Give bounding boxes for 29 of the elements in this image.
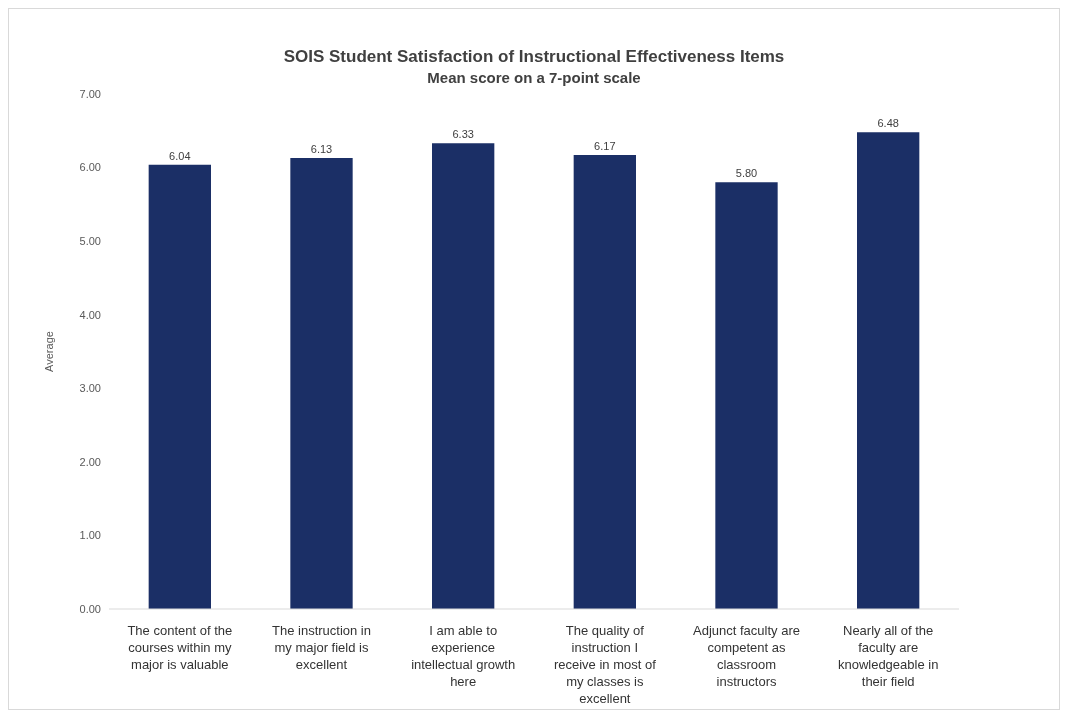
- data-label: 6.48: [877, 117, 899, 130]
- y-tick-label: 4.00: [79, 308, 101, 321]
- y-tick-label: 6.00: [79, 161, 101, 174]
- y-tick-label: 1.00: [79, 529, 101, 542]
- chart-subtitle: Mean score on a 7-point scale: [426, 69, 642, 86]
- y-tick-label: 3.00: [79, 382, 101, 395]
- data-label: 5.80: [735, 167, 758, 180]
- x-tick-label: Nearly all of the faculty are knowledgeable in their field: [837, 623, 939, 689]
- bar: [432, 143, 495, 609]
- bar: [857, 132, 920, 609]
- data-label: 6.04: [169, 149, 191, 162]
- y-tick-label: 2.00: [79, 455, 101, 468]
- bar: [573, 155, 636, 609]
- x-tick-label: Adjunct faculty are competent as classroom instructors: [693, 623, 800, 689]
- x-tick-label: I am able to experience intellectual growth here: [411, 623, 516, 689]
- bar: [715, 182, 778, 609]
- y-tick-label: 0.00: [79, 602, 101, 615]
- data-label: 6.13: [310, 143, 333, 156]
- bar: [148, 164, 211, 609]
- chart-title: SOIS Student Satisfaction of Instructional Effectiveness Items: [282, 47, 786, 67]
- x-tick-label: The quality of instruction I receive in most of my classes is excellent: [553, 623, 657, 706]
- bar: [290, 158, 353, 609]
- data-label: 6.33: [452, 128, 474, 141]
- x-tick-label: The instruction in my major field is excellent: [272, 623, 371, 672]
- y-tick-label: 7.00: [79, 87, 101, 100]
- y-tick-label: 5.00: [79, 235, 101, 248]
- y-axis-title: Average: [42, 331, 55, 372]
- data-label: 6.17: [594, 140, 616, 153]
- x-tick-label: The content of the courses within my major is valuable: [127, 623, 233, 672]
